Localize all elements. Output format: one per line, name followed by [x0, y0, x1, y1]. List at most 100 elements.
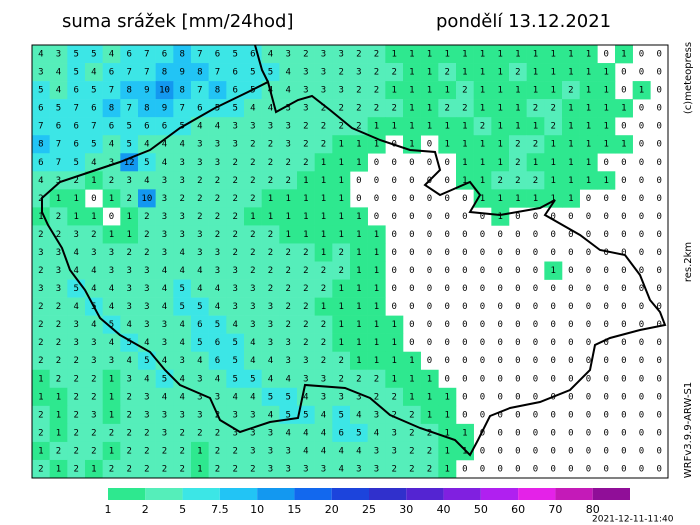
precip-cell	[226, 171, 245, 190]
precip-value: 0	[621, 266, 626, 276]
precip-value: 0	[515, 248, 520, 258]
precip-cell	[579, 45, 598, 64]
precip-value: 0	[480, 464, 485, 474]
precip-value: 0	[480, 428, 485, 438]
precip-value: 2	[427, 446, 432, 456]
precip-cell	[420, 99, 439, 118]
precip-value: 0	[427, 320, 432, 330]
precip-value: 0	[480, 374, 485, 384]
precip-cell	[155, 117, 174, 136]
precip-cell	[191, 423, 209, 443]
precip-cell	[85, 225, 103, 244]
precip-value: 1	[550, 50, 555, 60]
precip-cell	[67, 423, 86, 443]
precip-cell	[173, 261, 192, 280]
precip-cell	[297, 99, 315, 118]
precip-value: 4	[268, 410, 273, 420]
precip-cell	[403, 45, 421, 64]
precip-value: 2	[179, 428, 184, 438]
precip-value: 4	[91, 284, 96, 294]
precip-value: 4	[179, 338, 184, 348]
precip-value: 1	[444, 446, 449, 456]
precip-value: 3	[374, 446, 379, 456]
precip-cell	[32, 297, 50, 316]
precip-value: 3	[162, 212, 167, 222]
precip-value: 1	[480, 50, 485, 60]
precip-cell	[191, 261, 209, 280]
precip-value: 4	[250, 356, 255, 366]
precip-value: 0	[480, 212, 485, 222]
precip-cell	[473, 153, 492, 172]
precip-value: 4	[162, 356, 167, 366]
precip-value: 2	[250, 464, 255, 474]
precip-value: 0	[374, 194, 379, 204]
precip-value: 1	[568, 104, 573, 114]
precip-cell	[67, 207, 86, 226]
precip-value: 1	[374, 320, 379, 330]
precip-value: 0	[374, 158, 379, 168]
precip-cell	[49, 81, 68, 100]
precip-value: 3	[303, 464, 308, 474]
precip-value: 3	[321, 50, 326, 60]
precip-cell	[297, 261, 315, 280]
precip-cell	[261, 315, 280, 334]
precip-value: 1	[356, 158, 361, 168]
precip-value: 7	[126, 68, 131, 78]
precip-value: 3	[250, 122, 255, 132]
precip-value: 1	[586, 176, 591, 186]
precip-cell	[297, 45, 315, 64]
precip-value: 2	[179, 446, 184, 456]
precip-cell	[403, 369, 421, 389]
precip-value: 2	[250, 248, 255, 258]
precip-value: 2	[444, 104, 449, 114]
precip-value: 0	[586, 374, 591, 384]
precip-value: 0	[586, 302, 591, 312]
precip-value: 2	[250, 176, 255, 186]
precip-value: 4	[144, 140, 149, 150]
precip-value: 0	[497, 428, 502, 438]
precip-value: 3	[179, 158, 184, 168]
precip-value: 2	[321, 284, 326, 294]
precip-cell	[208, 225, 227, 244]
precip-value: 2	[391, 392, 396, 402]
precip-value: 3	[38, 284, 43, 294]
precip-value: 0	[497, 374, 502, 384]
precip-value: 0	[409, 194, 414, 204]
precip-cell	[102, 81, 121, 100]
precip-value: 0	[603, 392, 608, 402]
precip-cell	[173, 45, 192, 64]
precip-cell	[438, 45, 457, 64]
precip-value: 2	[232, 158, 237, 168]
precip-value: 0	[550, 320, 555, 330]
precip-value: 5	[73, 50, 78, 60]
precip-cell	[191, 297, 209, 316]
precip-cell	[120, 135, 139, 154]
precip-value: 0	[603, 302, 608, 312]
precip-value: 3	[56, 284, 61, 294]
precip-value: 1	[444, 122, 449, 132]
precip-value: 3	[144, 320, 149, 330]
precip-value: 0	[462, 212, 467, 222]
precip-cell	[562, 171, 580, 190]
precip-value: 7	[144, 68, 149, 78]
precip-cell	[261, 99, 280, 118]
legend-swatch	[182, 488, 220, 500]
precip-value: 0	[427, 302, 432, 312]
precip-value: 0	[621, 374, 626, 384]
precip-value: 0	[639, 248, 644, 258]
precip-cell	[208, 207, 227, 226]
precip-value: 4	[179, 266, 184, 276]
precip-cell	[314, 81, 333, 100]
precip-value: 5	[126, 140, 131, 150]
precip-value: 2	[338, 266, 343, 276]
precip-cell	[173, 189, 192, 208]
precip-value: 0	[621, 410, 626, 420]
precip-value: 0	[568, 392, 573, 402]
precip-value: 2	[91, 428, 96, 438]
precip-cell	[49, 207, 68, 226]
precip-cell	[208, 45, 227, 64]
precip-cell	[297, 459, 315, 479]
precip-value: 8	[109, 104, 114, 114]
precip-value: 2	[56, 230, 61, 240]
precip-cell	[562, 189, 580, 208]
